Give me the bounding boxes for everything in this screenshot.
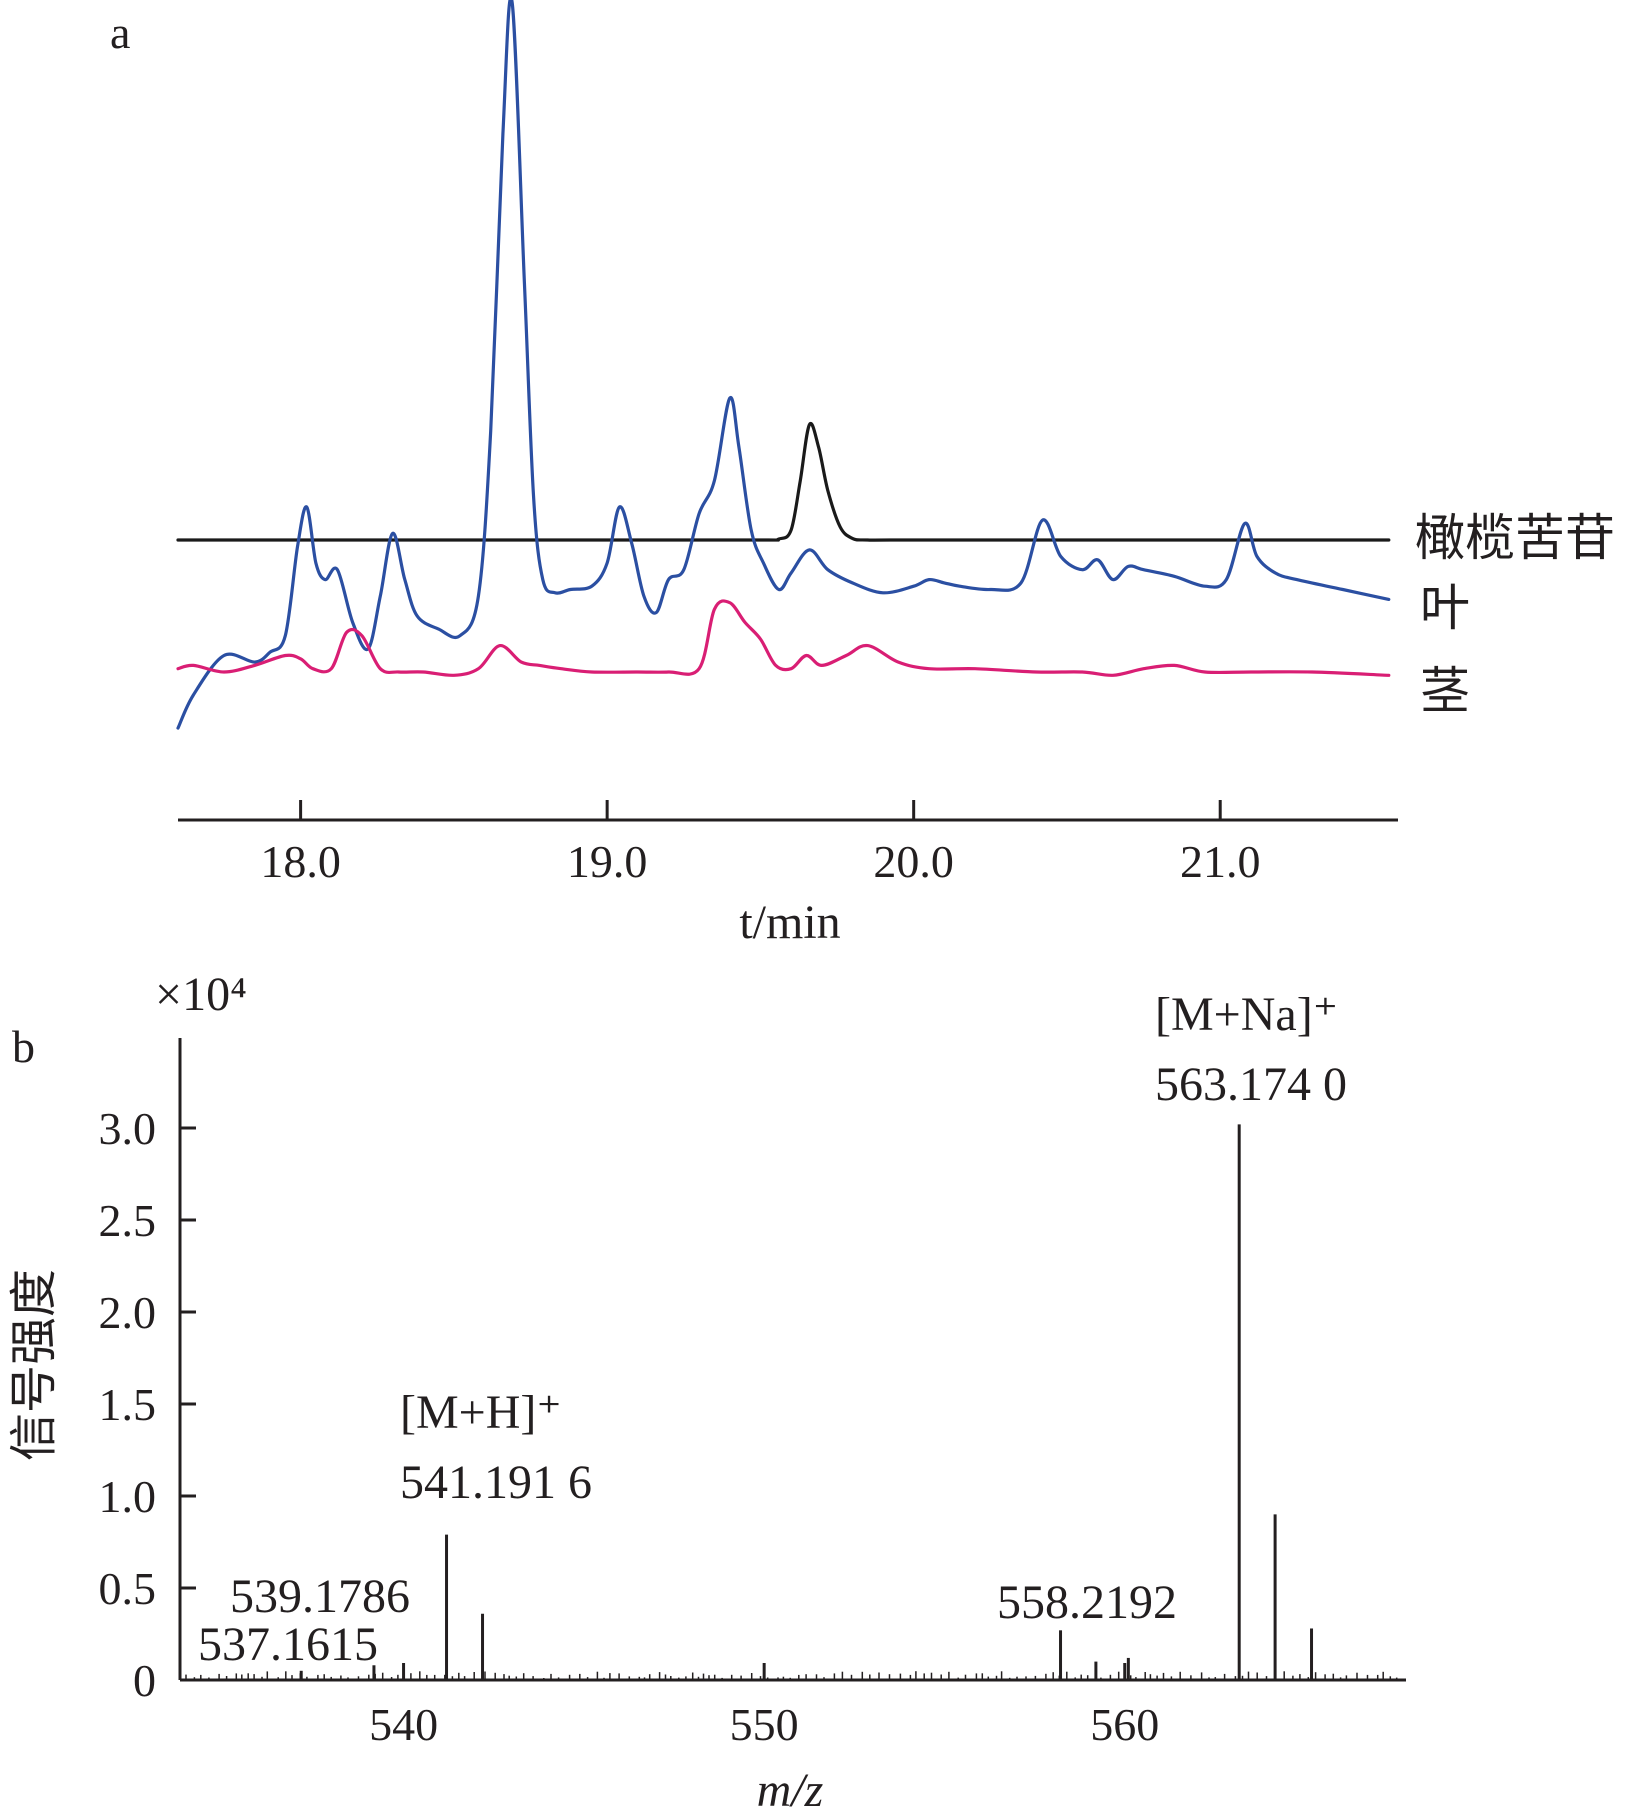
y-tick-label: 1.0 (99, 1471, 157, 1522)
panel-label-b: b (12, 1021, 35, 1072)
y-tick-label: 2.0 (99, 1287, 157, 1338)
x-axis-title: t/min (739, 896, 840, 949)
x-tick-label: 19.0 (567, 836, 648, 887)
series-label-stem: 茎 (1420, 662, 1470, 720)
annotation-mh-value: 541.191 6 (400, 1456, 592, 1509)
annotation-539-value: 539.1786 (230, 1570, 410, 1623)
x-tick-label-b: 560 (1090, 1699, 1159, 1750)
annotation-537-value: 537.1615 (198, 1618, 378, 1671)
series-line-1 (176, 0, 1391, 730)
y-tick-label: 0.5 (99, 1563, 157, 1614)
y-tick-label: 2.5 (99, 1195, 157, 1246)
series-label-leaf: 叶 (1420, 579, 1470, 637)
chromatogram-panel: a 18.0 19.0 20.0 21.0 t/min 橄榄苦苷 叶 茎 (110, 0, 1615, 949)
series-line-2 (176, 599, 1391, 677)
y-multiplier-label: ×10⁴ (155, 968, 247, 1021)
x-tick-label-b: 540 (369, 1699, 438, 1750)
y-tick-label: 1.5 (99, 1379, 157, 1430)
annotation-mh-label: [M+H]⁺ (400, 1386, 562, 1439)
x-tick-label: 21.0 (1180, 836, 1261, 887)
series-line-0 (176, 421, 1391, 542)
y-axis-title: 信号强度 (6, 1269, 62, 1461)
y-tick-label: 0 (133, 1655, 156, 1706)
annotation-mna-label: [M+Na]⁺ (1155, 988, 1338, 1041)
annotation-558-value: 558.2192 (997, 1576, 1177, 1629)
series-label-oleuropein: 橄榄苦苷 (1415, 509, 1615, 567)
panel-label-a: a (110, 7, 130, 58)
annotation-mna-value: 563.174 0 (1155, 1058, 1347, 1111)
x-tick-label: 18.0 (260, 836, 341, 887)
x-tick-label: 20.0 (873, 836, 954, 887)
mass-spectrum-panel: b ×10⁴ 0 0.5 1.0 1.5 2.0 2.5 3.0 540 550 560 信号强… (6, 968, 1406, 1812)
x-tick-label-b: 550 (730, 1699, 799, 1750)
y-tick-label: 3.0 (99, 1103, 157, 1154)
x-axis-title-b: m/z (757, 1764, 824, 1812)
x-axis-title-text: t/min (739, 896, 840, 949)
